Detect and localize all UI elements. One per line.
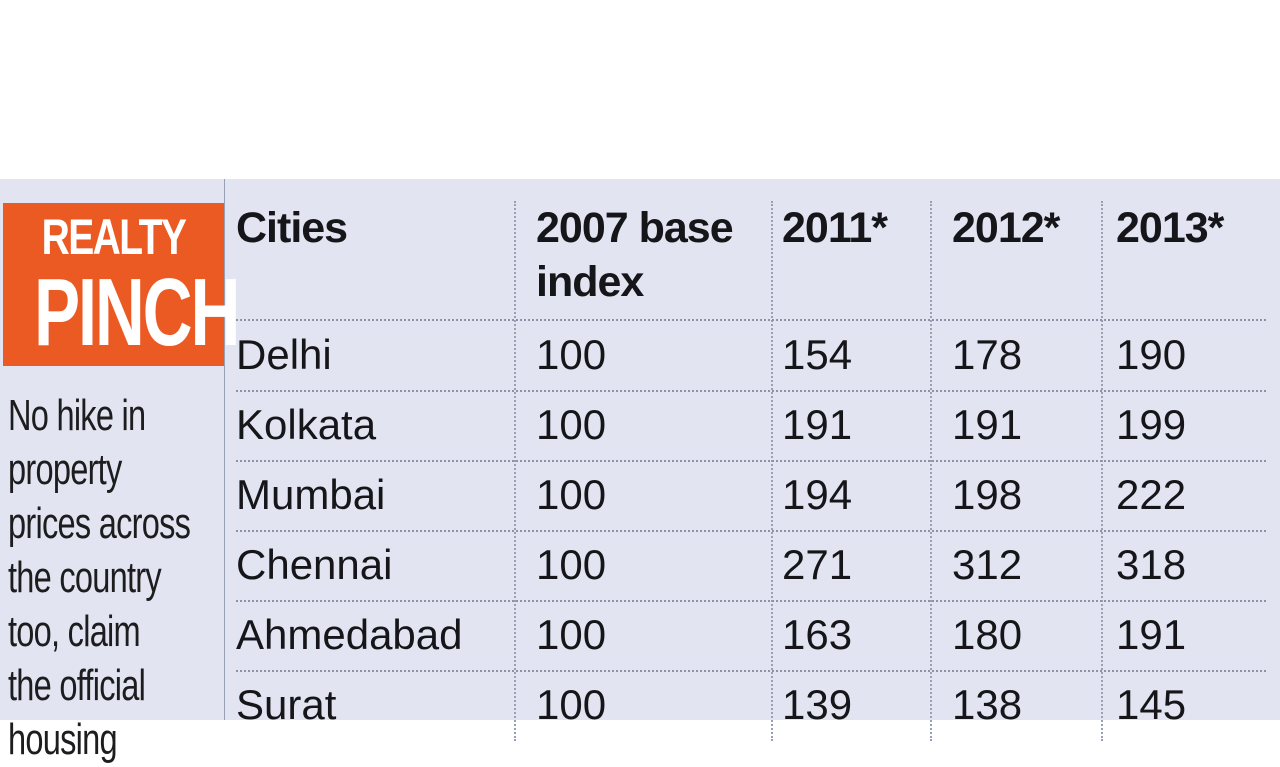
header-2011: 2011* [782, 204, 888, 252]
row-divider [236, 460, 1266, 462]
cell-2012: 180 [952, 611, 1023, 658]
row-divider [236, 390, 1266, 392]
cell-base: 100 [536, 471, 607, 518]
blurb-line: too, claim [8, 607, 141, 656]
header-2013: 2013* [1116, 204, 1224, 252]
badge-line-2: PINCH [33, 259, 240, 366]
header-cities: Cities [236, 204, 348, 252]
row-divider [236, 600, 1266, 602]
table-row: Chennai 100 271 312 318 [236, 530, 1266, 600]
cell-city: Kolkata [236, 401, 377, 448]
sidebar: REALTY PINCH No hike in property prices … [0, 179, 240, 764]
cell-2013: 191 [1116, 611, 1187, 658]
cell-city: Mumbai [236, 471, 386, 518]
cell-city: Ahmedabad [236, 611, 463, 658]
blurb-line: the official [8, 661, 146, 710]
table-header-row: Cities 2007 base index 2011* 2012* 2013* [236, 199, 1266, 320]
cell-2013: 318 [1116, 541, 1187, 588]
table-row: Kolkata 100 191 191 199 [236, 390, 1266, 460]
cell-base: 100 [536, 401, 607, 448]
blurb-line: No hike in [8, 391, 146, 440]
column-divider [930, 201, 932, 741]
header-base-line-2: index [536, 258, 644, 306]
blurb-line: housing [8, 715, 118, 764]
cell-2013: 190 [1116, 331, 1187, 378]
table-row: Surat 100 139 138 145 [236, 670, 1266, 740]
cell-city: Chennai [236, 541, 393, 588]
cell-2012: 198 [952, 471, 1023, 518]
blurb-line: prices across [8, 499, 191, 548]
cell-2012: 138 [952, 681, 1023, 728]
cell-2013: 222 [1116, 471, 1187, 518]
cell-base: 100 [536, 681, 607, 728]
table-row: Ahmedabad 100 163 180 191 [236, 600, 1266, 670]
table-row: Delhi 100 154 178 190 [236, 320, 1266, 390]
row-divider [236, 319, 1266, 321]
cell-2012: 191 [952, 401, 1023, 448]
infographic-panel: REALTY PINCH No hike in property prices … [0, 179, 1280, 764]
column-divider [771, 201, 773, 741]
blurb-line: the country [8, 553, 162, 602]
cell-2011: 194 [782, 471, 853, 518]
cell-base: 100 [536, 331, 607, 378]
table-row: Mumbai 100 194 198 222 [236, 460, 1266, 530]
row-divider [236, 670, 1266, 672]
cell-2012: 312 [952, 541, 1023, 588]
row-divider [236, 530, 1266, 532]
realty-pinch-badge: REALTY PINCH [3, 203, 240, 366]
cell-2012: 178 [952, 331, 1023, 378]
blurb-line: property [8, 445, 122, 494]
cell-city: Surat [236, 681, 337, 728]
price-index-table: Cities 2007 base index 2011* 2012* 2013*… [236, 199, 1266, 741]
cell-city: Delhi [236, 331, 332, 378]
column-divider [514, 201, 516, 741]
cell-base: 100 [536, 541, 607, 588]
cell-2011: 163 [782, 611, 853, 658]
header-base-line-1: 2007 base [536, 204, 734, 252]
column-divider [1101, 201, 1103, 741]
header-2012: 2012* [952, 204, 1060, 252]
cell-2011: 154 [782, 331, 853, 378]
cell-base: 100 [536, 611, 607, 658]
cell-2011: 271 [782, 541, 853, 588]
badge-line-1: REALTY [41, 209, 187, 265]
cell-2011: 139 [782, 681, 853, 728]
cell-2011: 191 [782, 401, 853, 448]
blurb-text: No hike in property prices across the co… [8, 389, 223, 767]
header-base-index: 2007 base index [536, 199, 772, 322]
cell-2013: 199 [1116, 401, 1187, 448]
cell-2013: 145 [1116, 681, 1187, 728]
